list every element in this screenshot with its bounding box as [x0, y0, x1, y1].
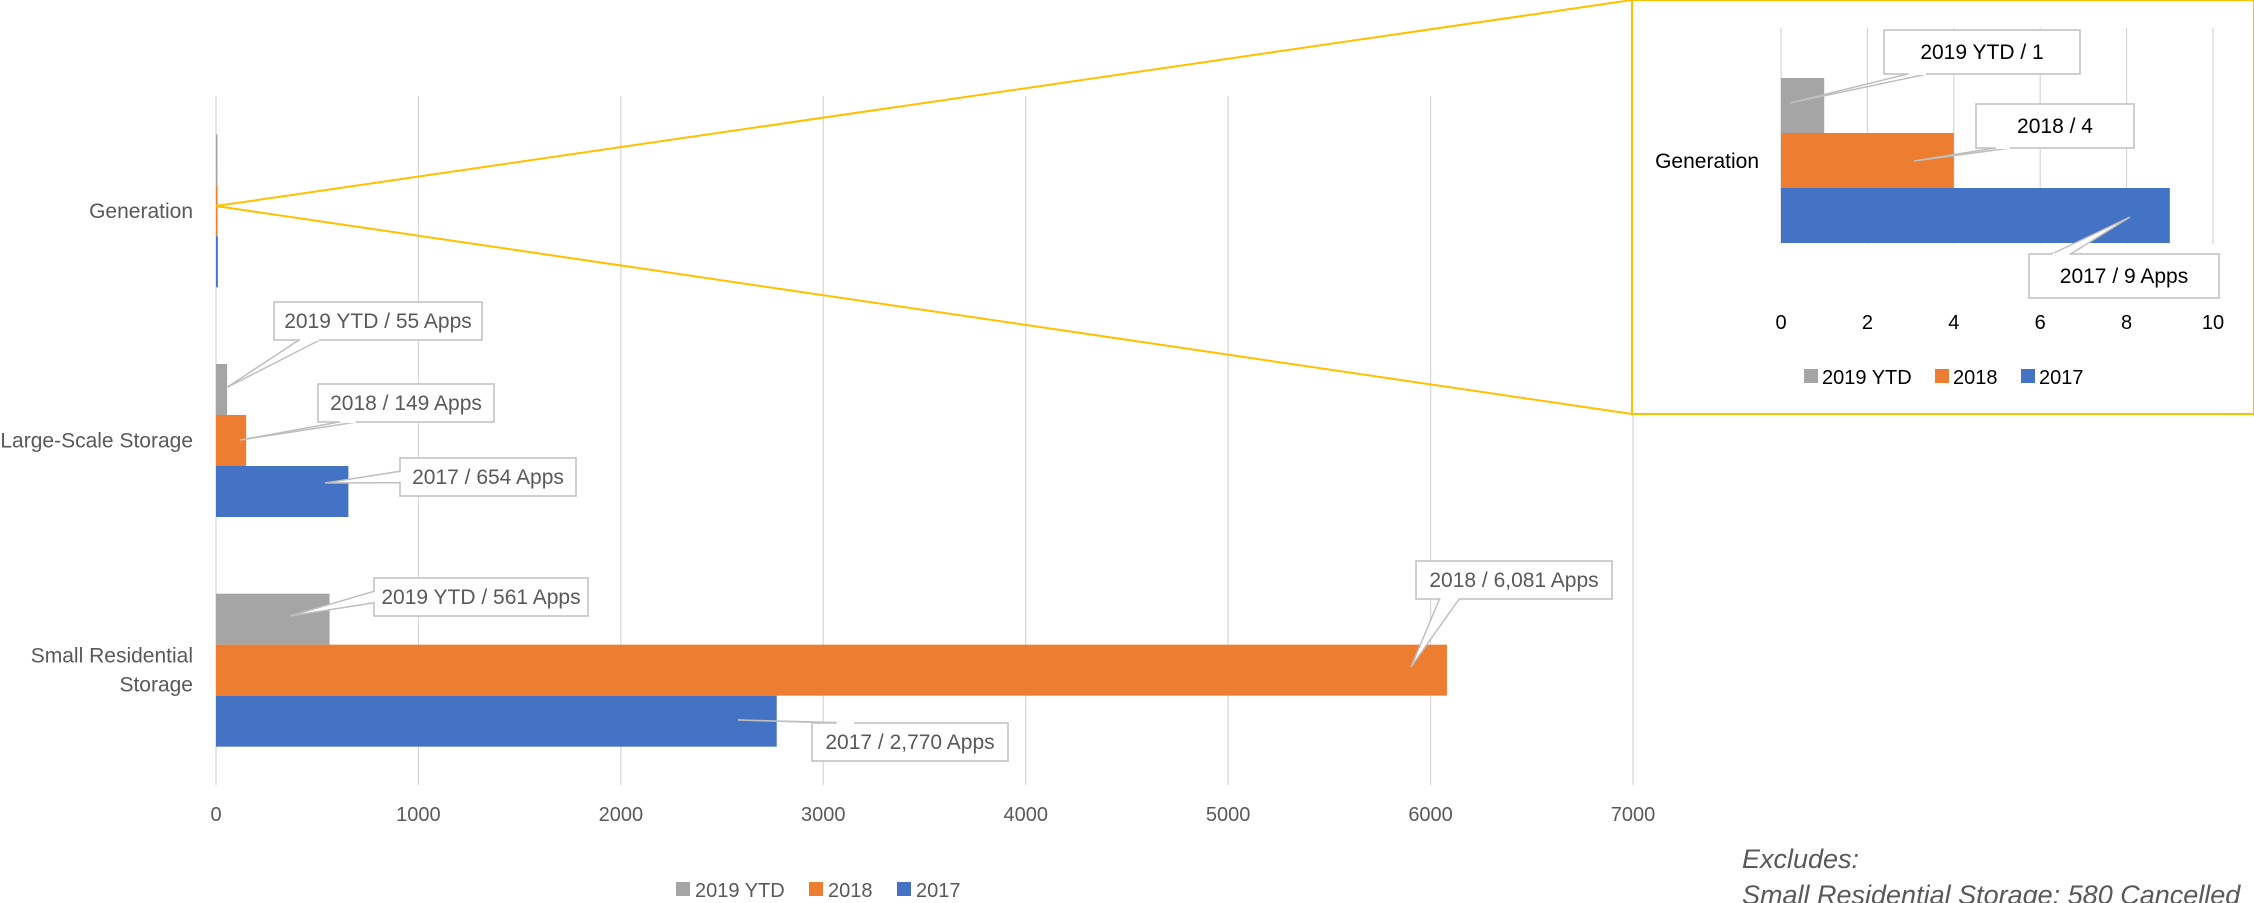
inset-x-tick: 2 — [1862, 312, 1873, 334]
main-x-tick: 4000 — [1003, 804, 1048, 826]
data-label-large-2019: 2019 YTD / 55 Apps — [225, 301, 483, 389]
inset-legend-label-2018: 2018 — [1953, 367, 1998, 389]
callout-box — [317, 383, 495, 423]
inset-legend-swatch-2019-ytd — [1804, 369, 1818, 383]
callout-label: 2017 / 2,770 Apps — [825, 731, 994, 754]
callout-pointer — [239, 421, 357, 441]
callout-label: 2019 YTD / 561 Apps — [381, 586, 580, 609]
main-bar-small-residential-storage-2018 — [216, 644, 1447, 696]
callout-label: 2017 / 654 Apps — [412, 466, 564, 489]
main-bar-generation-2019-ytd — [216, 134, 218, 186]
inset-bars — [1781, 78, 2170, 243]
main-bars — [216, 134, 1447, 747]
callout-box — [399, 457, 577, 497]
main-bar-small-residential-storage-2019-ytd — [216, 593, 330, 645]
callout-box — [273, 301, 483, 341]
inset-x-tick: 0 — [1775, 312, 1786, 334]
inset-bar-2017 — [1781, 188, 2170, 243]
data-label-small-2018: 2018 / 6,081 Apps — [1410, 560, 1613, 668]
inset-legend-swatch-2017 — [2021, 369, 2035, 383]
main-category-labels: Generation Large-Scale Storage Small Resid… — [0, 200, 193, 697]
data-label-large-2018: 2018 / 149 Apps — [239, 383, 495, 441]
legend-label-2019-ytd: 2019 YTD — [695, 880, 785, 902]
inset-bar-2018 — [1781, 133, 1954, 188]
inset-data-label-2018: 2018 / 4 — [1913, 103, 2135, 162]
legend-swatch-2017 — [897, 882, 911, 896]
zoom-line-top — [215, 0, 1633, 207]
main-category-label: Generation — [89, 200, 193, 223]
inset-x-tick: 6 — [2035, 312, 2046, 334]
inset-category-labels: Generation — [1655, 150, 1759, 173]
main-x-tick: 5000 — [1206, 804, 1251, 826]
main-category-label: Small Residential — [31, 645, 193, 668]
callout-box — [1975, 103, 2135, 149]
inset-data-label-2019: 2019 YTD / 1 — [1789, 29, 2081, 104]
callout-box — [373, 577, 589, 617]
legend-swatch-2018 — [809, 882, 823, 896]
callout-label: 2019 YTD / 55 Apps — [284, 310, 472, 333]
main-category-label: Large-Scale Storage — [0, 430, 193, 453]
main-gridlines — [215, 96, 1634, 785]
inset-legend-label-2019-ytd: 2019 YTD — [1822, 367, 1912, 389]
callout-box — [2028, 253, 2220, 299]
main-bar-large-scale-storage-2017 — [216, 466, 349, 517]
note-excludes: Excludes: — [1742, 844, 1859, 874]
main-bar-large-scale-storage-2019-ytd — [216, 364, 228, 415]
inset-x-tick: 8 — [2121, 312, 2132, 334]
zoom-connector-lines — [215, 0, 1633, 415]
inset-legend-label-2017: 2017 — [2039, 367, 2084, 389]
main-x-tick: 1000 — [396, 804, 441, 826]
main-x-tick: 6000 — [1408, 804, 1453, 826]
inset-category-label: Generation — [1655, 150, 1759, 173]
callout-pointer — [225, 339, 321, 389]
callout-box — [811, 722, 1009, 762]
main-bar-generation-2018 — [216, 185, 218, 237]
data-label-small-2019: 2019 YTD / 561 Apps — [289, 577, 589, 617]
data-label-small-2017: 2017 / 2,770 Apps — [737, 719, 1009, 762]
legend-swatch-2019-ytd — [676, 882, 690, 896]
main-x-tick: 7000 — [1611, 804, 1656, 826]
inset-x-tick-labels: 0 2 4 6 8 10 — [1775, 312, 2224, 334]
callout-label: 2018 / 149 Apps — [330, 392, 482, 415]
legend-label-2018: 2018 — [828, 880, 873, 902]
main-data-labels: 2019 YTD / 55 Apps 2018 / 149 Apps 2017 / … — [225, 301, 1613, 762]
main-x-tick: 2000 — [599, 804, 644, 826]
inset-x-tick: 4 — [1948, 312, 1959, 334]
callout-label: 2018 / 4 — [2017, 115, 2093, 138]
main-x-tick: 0 — [210, 804, 221, 826]
inset-data-labels: 2019 YTD / 1 2018 / 4 2017 / 9 Apps — [1789, 29, 2220, 299]
callout-box — [1883, 29, 2081, 75]
main-bar-small-residential-storage-2017 — [216, 695, 777, 747]
inset-x-tick: 10 — [2202, 312, 2224, 334]
legend-label-2017: 2017 — [916, 880, 961, 902]
note-cancelled: Small Residential Storage: 580 Cancelled — [1742, 880, 2241, 903]
main-x-tick-labels: 0 1000 2000 3000 4000 5000 6000 7000 — [210, 804, 1655, 826]
zoom-line-bottom — [215, 205, 1633, 415]
callout-box — [1415, 560, 1613, 600]
main-bar-generation-2017 — [216, 236, 218, 288]
inset-data-label-2017: 2017 / 9 Apps — [2028, 216, 2220, 299]
main-x-tick: 3000 — [801, 804, 846, 826]
callout-label: 2018 / 6,081 Apps — [1429, 569, 1598, 592]
inset-bar-2019-ytd — [1781, 78, 1825, 133]
callout-label: 2019 YTD / 1 — [1920, 41, 2043, 64]
main-category-label: Storage — [119, 674, 193, 697]
inset-legend: 2019 YTD 2018 2017 — [1804, 367, 2084, 389]
callout-label: 2017 / 9 Apps — [2060, 265, 2188, 288]
main-legend: 2019 YTD 2018 2017 — [676, 880, 961, 902]
inset-legend-swatch-2018 — [1935, 369, 1949, 383]
data-label-large-2017: 2017 / 654 Apps — [324, 457, 577, 497]
